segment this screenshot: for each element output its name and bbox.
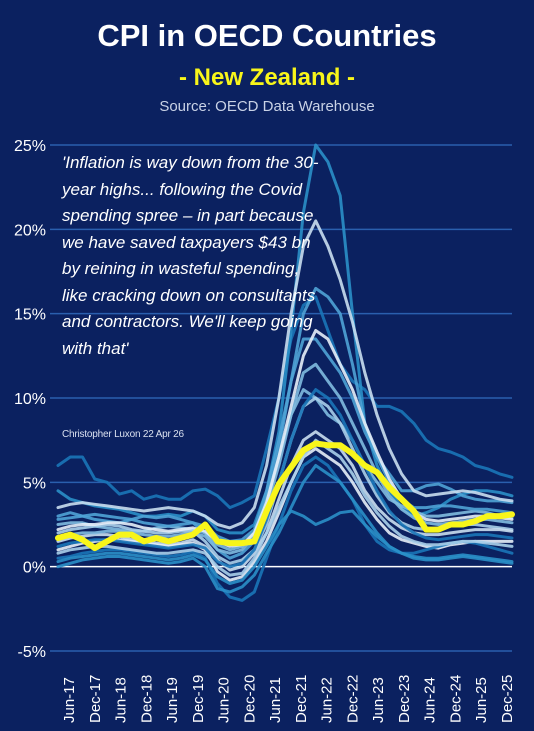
x-tick-label: Jun-20 (216, 677, 233, 723)
x-tick-label: Jun-17 (61, 677, 78, 723)
y-tick-label: 20% (14, 222, 46, 239)
series-line (56, 329, 514, 548)
chart-subtitle: - New Zealand - (178, 64, 356, 91)
x-tick-label: Jun-23 (370, 677, 387, 723)
series-line (56, 219, 514, 530)
quote-text: 'Inflation is way down from the 30-year … (62, 153, 319, 358)
quote-attribution: Christopher Luxon 22 Apr 26 (62, 429, 184, 440)
x-tick-label: Jun-25 (473, 677, 490, 723)
x-tick-label: Dec-25 (499, 675, 516, 723)
series-line (56, 455, 514, 602)
x-tick-label: Dec-19 (190, 675, 207, 723)
x-tick-label: Dec-23 (396, 675, 413, 723)
series-line (56, 464, 514, 594)
source-note: Source: OECD Data Warehouse (159, 98, 375, 115)
series-line (56, 430, 514, 572)
y-tick-label: 15% (14, 307, 46, 324)
gridlines (50, 144, 512, 652)
chart-title: CPI in OECD Countries (97, 18, 437, 53)
y-axis: 25% 20% 15% 10% 5% 0% -5% (14, 138, 46, 661)
series-line (56, 295, 514, 510)
y-tick-label: 25% (14, 138, 46, 155)
x-tick-label: Dec-18 (138, 675, 155, 723)
x-tick-label: Dec-20 (241, 675, 258, 723)
series-line (56, 143, 514, 535)
x-tick-label: Dec-21 (293, 675, 310, 723)
series-line (56, 509, 514, 585)
x-tick-label: Jun-18 (113, 677, 130, 723)
y-tick-label: -5% (18, 644, 46, 661)
x-tick-label: Dec-22 (344, 675, 361, 723)
series-line (56, 388, 514, 569)
highlight-series-line (55, 440, 515, 552)
x-tick-label: Jun-21 (267, 677, 284, 723)
series-line (56, 438, 514, 577)
x-tick-label: Jun-19 (164, 677, 181, 723)
y-tick-label: 5% (23, 475, 46, 492)
x-axis: Jun-17 Dec-17 Jun-18 Dec-18 Jun-19 Dec-19 Jun-… (61, 675, 516, 723)
x-tick-label: Jun-22 (319, 677, 336, 723)
y-tick-label: 0% (23, 560, 46, 577)
y-tick-label: 10% (14, 391, 46, 408)
x-tick-label: Jun-24 (422, 677, 439, 723)
series-lines (56, 143, 514, 602)
series-line (56, 337, 514, 543)
highlight-series (55, 440, 515, 552)
x-tick-label: Dec-24 (448, 675, 465, 723)
x-tick-label: Dec-17 (87, 675, 104, 723)
